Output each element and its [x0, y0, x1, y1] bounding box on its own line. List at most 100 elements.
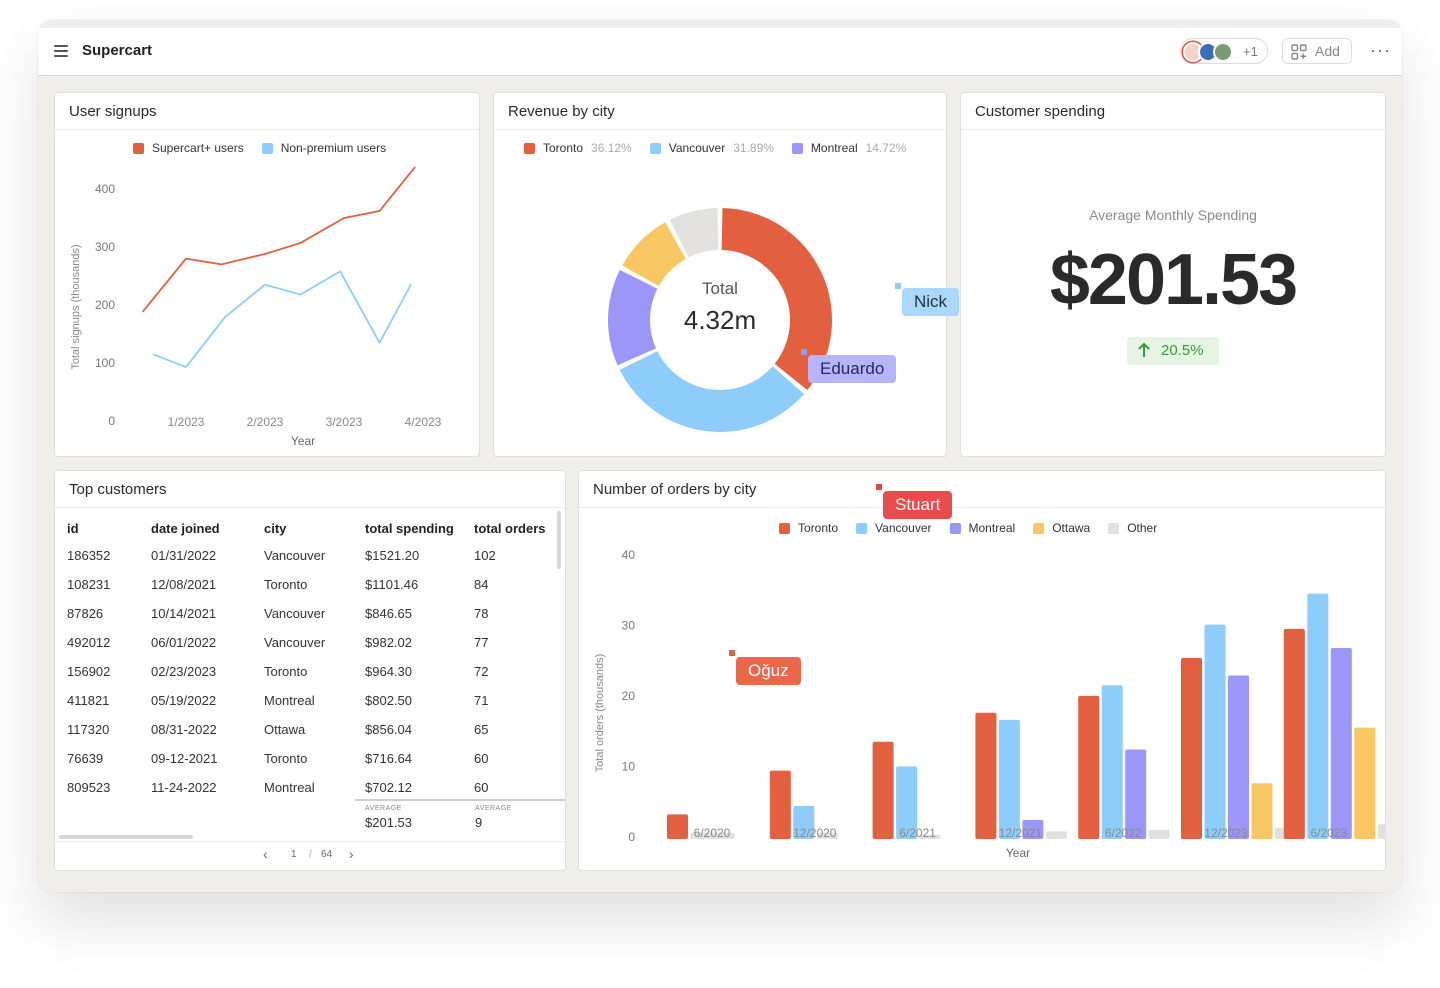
legend-item[interactable]: Toronto 36.12%: [524, 141, 632, 155]
table-cell: 84: [474, 577, 489, 592]
table-cell: 01/31/2022: [151, 548, 217, 563]
avatar[interactable]: [1213, 42, 1233, 62]
legend-item[interactable]: Supercart+ users: [133, 141, 244, 155]
legend-label: Montreal: [968, 521, 1016, 535]
bar-other: [816, 832, 838, 839]
table-cell: 76639: [67, 751, 104, 766]
bar-other: [1045, 831, 1067, 839]
more-options-icon[interactable]: ···: [1370, 40, 1391, 60]
customer-spending-card: Customer spending Average Monthly Spendi…: [960, 92, 1386, 457]
cursor-label-oguz: Oğuz: [736, 657, 801, 685]
x-axis-label: Year: [1006, 846, 1030, 860]
card-title: Top customers: [69, 481, 167, 498]
column-header[interactable]: total spending: [365, 520, 454, 536]
page-number[interactable]: 1: [291, 849, 297, 860]
legend-swatch: [649, 142, 661, 154]
table-row[interactable]: 87826 10/14/2021 Vancouver $846.65 78: [65, 599, 564, 628]
legend-percent: 14.72%: [865, 141, 907, 155]
page-total: 64: [321, 849, 333, 860]
cursor-label-stuart: Stuart: [883, 491, 953, 519]
next-page-button[interactable]: ›: [349, 846, 354, 862]
hamburger-menu-icon[interactable]: [54, 45, 68, 57]
footer-label: AVERAGE: [475, 805, 512, 812]
legend-percent: 31.89%: [733, 141, 774, 155]
bar-ottawa: [1251, 783, 1273, 839]
table-row[interactable]: 809523 11-24-2022 Montreal $702.12 60: [65, 773, 564, 802]
bar-toronto: [1283, 628, 1305, 839]
legend-item[interactable]: Montreal: [949, 521, 1016, 535]
legend-item[interactable]: Toronto: [779, 521, 838, 535]
legend-swatch: [1033, 522, 1045, 534]
x-tick-label: 6/2020: [694, 826, 731, 840]
legend-label: Toronto: [798, 521, 839, 535]
signups-legend: Supercart+ users Non-premium users: [133, 141, 404, 155]
table-cell: Ottawa: [264, 722, 306, 737]
vertical-scrollbar[interactable]: [557, 511, 561, 569]
donut-slice: [622, 222, 686, 286]
y-tick-label: 0: [628, 830, 635, 844]
table-footer-divider: [355, 799, 565, 801]
legend-item[interactable]: Ottawa: [1033, 521, 1090, 535]
x-tick-label: 6/2023: [1310, 826, 1347, 840]
y-axis-label: Total orders (thousands): [594, 654, 606, 773]
legend-label: Vancouver: [875, 521, 932, 535]
legend-item[interactable]: Vancouver 31.89%: [649, 141, 774, 155]
cursor-pointer-icon: [729, 650, 735, 656]
divider: [579, 507, 1385, 508]
bar-vancouver: [896, 766, 918, 839]
table-header-row: id date joined city total spending total…: [65, 515, 564, 541]
x-tick-label: 1/2023: [168, 415, 205, 429]
revenue-donut-chart: Total 4.32m: [607, 208, 833, 432]
app-window: Supercart +1 Add ··· User signups Superc…: [38, 20, 1402, 892]
average-spending-label: Average Monthly Spending: [1089, 207, 1257, 223]
column-header[interactable]: date joined: [151, 520, 220, 536]
x-tick-label: 12/2020: [793, 826, 837, 840]
column-header[interactable]: total orders: [474, 520, 546, 536]
table-row[interactable]: 411821 05/19/2022 Montreal $802.50 71: [65, 686, 564, 715]
table-row[interactable]: 186352 01/31/2022 Vancouver $1521.20 102: [65, 541, 564, 570]
legend-swatch: [524, 142, 535, 154]
horizontal-scrollbar[interactable]: [59, 835, 193, 839]
donut-center-value: 4.32m: [684, 305, 756, 335]
table-row[interactable]: 117320 08/31-2022 Ottawa $856.04 65: [65, 715, 564, 744]
series-line-non-premium: [152, 270, 412, 368]
table-row[interactable]: 108231 12/08/2021 Toronto $1101.46 84: [65, 570, 564, 599]
bar-vancouver: [1204, 624, 1226, 839]
y-tick-label: 400: [95, 182, 115, 196]
legend-item[interactable]: Vancouver: [856, 521, 932, 535]
table-cell: Montreal: [264, 693, 315, 708]
customers-table: id date joined city total spending total…: [65, 515, 564, 802]
donut-center-label: Total: [702, 279, 738, 298]
legend-item[interactable]: Montreal 14.72%: [791, 141, 907, 155]
add-button[interactable]: Add: [1282, 38, 1352, 64]
table-cell: 65: [474, 722, 489, 737]
table-row[interactable]: 156902 02/23/2023 Toronto $964.30 72: [65, 657, 564, 686]
column-header[interactable]: city: [264, 520, 287, 536]
table-cell: 156902: [67, 664, 111, 679]
legend-swatch: [791, 142, 803, 154]
table-cell: 108231: [67, 577, 111, 592]
table-row[interactable]: 76639 09-12-2021 Toronto $716.64 60: [65, 744, 564, 773]
table-cell: 06/01/2022: [151, 635, 217, 650]
legend-label: Montreal: [810, 141, 858, 155]
card-title: Number of orders by city: [593, 481, 757, 498]
prev-page-button[interactable]: ‹: [263, 846, 268, 862]
legend-item[interactable]: Other: [1108, 521, 1157, 535]
collaborators-group[interactable]: +1: [1180, 38, 1268, 64]
top-customers-card: Top customers id date joined city total …: [54, 470, 566, 871]
cursor-label-nick: Nick: [902, 288, 960, 316]
footer-label: AVERAGE: [365, 805, 402, 812]
column-header[interactable]: id: [67, 520, 79, 536]
legend-label: Supercart+ users: [152, 141, 244, 155]
more-collaborators-count[interactable]: +1: [1243, 44, 1258, 59]
donut-slice: [619, 351, 805, 432]
legend-item[interactable]: Non-premium users: [261, 141, 386, 155]
table-cell: 102: [474, 548, 496, 563]
legend-swatch: [779, 522, 790, 534]
change-value: 20.5%: [1161, 342, 1204, 359]
revenue-legend: Toronto 36.12% Vancouver 31.89% Montreal 14…: [524, 141, 924, 155]
divider: [494, 129, 946, 130]
table-row[interactable]: 492012 06/01/2022 Vancouver $982.02 77: [65, 628, 564, 657]
table-cell: Vancouver: [264, 548, 326, 563]
bar-toronto: [1181, 657, 1202, 839]
